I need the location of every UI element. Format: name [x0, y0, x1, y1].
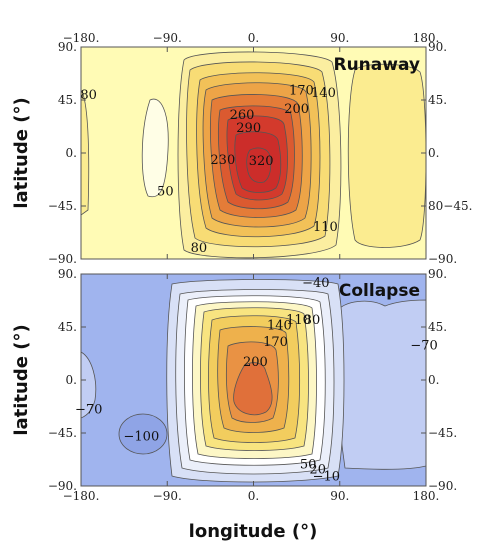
- y-tick-label: 0.: [66, 373, 77, 387]
- runaway-ylabel: latitude (°): [11, 97, 32, 208]
- y-tick-label: 45.: [58, 93, 77, 107]
- y-tick-label-right: 80−45.: [428, 199, 472, 213]
- contour-label: 80: [191, 241, 208, 256]
- y-tick-label: −45.: [48, 199, 77, 213]
- y-tick-label-right: 45.: [428, 320, 447, 334]
- contour-label: 20: [309, 462, 326, 477]
- y-tick-label-right: 45.: [428, 93, 447, 107]
- contour-label: −40: [302, 276, 329, 291]
- collapse-ylabel: latitude (°): [11, 324, 32, 435]
- y-tick-label-right: 90.: [428, 40, 447, 54]
- contour-label: 200: [243, 355, 268, 370]
- collapse-band-200: [233, 362, 273, 416]
- y-tick-label: −90.: [48, 479, 77, 493]
- y-tick-label: 90.: [58, 40, 77, 54]
- x-tick-label-bottom: 90.: [330, 489, 349, 503]
- collapse-band-m70-right: [335, 299, 426, 470]
- x-tick-label-top: −180.: [63, 31, 100, 45]
- x-tick-label-bottom: −180.: [63, 489, 100, 503]
- contour-label: 50: [157, 185, 174, 200]
- x-tick-label-bottom: 180.: [413, 489, 440, 503]
- x-tick-label-bottom: −90.: [153, 489, 182, 503]
- contour-label: 140: [267, 319, 292, 334]
- contour-label: 260: [230, 108, 255, 123]
- y-tick-label-right: −90.: [428, 252, 457, 266]
- y-tick-label: 45.: [58, 320, 77, 334]
- contour-label: 110: [313, 220, 338, 235]
- y-tick-label-right: 0.: [428, 373, 439, 387]
- collapse-band-m70-left: [81, 351, 97, 419]
- contour-label: 170: [263, 335, 288, 350]
- collapse-title: Collapse: [339, 281, 420, 301]
- contour-label: 110: [286, 313, 311, 328]
- y-tick-label-right: −90.: [428, 479, 457, 493]
- contour-label: 290: [236, 121, 261, 136]
- contour-label: 140: [311, 86, 336, 101]
- y-tick-label: 90.: [58, 267, 77, 281]
- runaway-band-50: [141, 98, 169, 198]
- collapse-band-m100: [118, 413, 168, 455]
- y-tick-label-right: 0.: [428, 146, 439, 160]
- contour-label: 230: [210, 153, 235, 168]
- x-tick-label-top: 180.: [413, 31, 440, 45]
- y-tick-label-right: 90.: [428, 267, 447, 281]
- runaway-contour-320: [246, 147, 272, 183]
- contour-label: 320: [249, 154, 274, 169]
- axis-ticks: 90. 90.45. 45.0. 0.−45. 80−45.−90. −90.−180. −…: [48, 31, 473, 503]
- contour-label: −70: [75, 402, 102, 417]
- contour-label: 200: [284, 102, 309, 117]
- contour-label: 170: [289, 83, 314, 98]
- y-tick-label: 0.: [66, 146, 77, 160]
- contour-label: −70: [410, 339, 437, 354]
- x-tick-label-top: −90.: [153, 31, 182, 45]
- x-tick-label-top: 0.: [248, 31, 259, 45]
- contour-label: −10: [313, 469, 340, 484]
- contour-label: 80: [304, 313, 321, 328]
- x-tick-label-top: 90.: [330, 31, 349, 45]
- runaway-band-80-right: [347, 63, 426, 248]
- contour-label: 50: [300, 458, 317, 473]
- contour-label: −100: [124, 429, 160, 444]
- runaway-title: Runaway: [333, 55, 420, 75]
- y-tick-label-right: −45.: [428, 426, 457, 440]
- y-tick-label: −90.: [48, 252, 77, 266]
- y-tick-label: −45.: [48, 426, 77, 440]
- contour-label: 80: [80, 88, 97, 103]
- x-axis-label: longitude (°): [189, 521, 318, 542]
- runaway-band-290: [234, 131, 282, 193]
- x-tick-label-bottom: 0.: [248, 489, 259, 503]
